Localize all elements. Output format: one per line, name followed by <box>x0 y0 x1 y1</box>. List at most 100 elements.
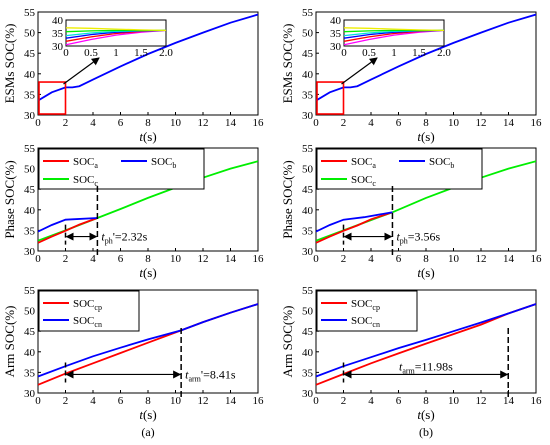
inset-y-tick-label: 40 <box>52 15 64 27</box>
x-tick-label: 0 <box>313 117 319 129</box>
x-tick-label: 6 <box>396 117 402 129</box>
x-tick-label: 14 <box>225 117 237 129</box>
zoom-arrow <box>63 57 100 85</box>
x-tick-label: 8 <box>423 253 429 265</box>
x-tick-label: 4 <box>368 253 374 265</box>
x-tick-label: 10 <box>448 253 460 265</box>
y-tick-label: 40 <box>302 347 314 359</box>
x-tick-label: 8 <box>423 117 429 129</box>
annotation-label: tarm'=8.41s <box>185 367 236 383</box>
y-tick-label: 50 <box>302 306 314 318</box>
caption-a: (a) <box>141 425 154 439</box>
y-tick-label: 55 <box>24 285 36 297</box>
y-tick-label: 45 <box>302 184 314 196</box>
y-tick-label: 55 <box>24 143 36 155</box>
x-tick-label: 8 <box>145 253 151 265</box>
series-line-red <box>38 217 98 244</box>
inset-x-tick-label: 0 <box>63 47 69 59</box>
y-tick-label: 35 <box>302 225 314 237</box>
y-tick-label: 40 <box>302 69 314 81</box>
panel-a-arm-soc: 0 2 4 6 8 10 12 14 16 30 35 40 45 50 55 t(s) Arm SOC(%) S… <box>2 285 264 422</box>
x-tick-label: 16 <box>253 117 265 129</box>
y-axis-label: Arm SOC(%) <box>2 306 17 378</box>
inset-series-yellow <box>343 27 445 32</box>
legend-label: SOCb <box>429 156 454 170</box>
legend-box <box>38 290 140 332</box>
x-tick-label: 2 <box>341 253 347 265</box>
y-tick-label: 40 <box>302 205 314 217</box>
x-tick-label: 16 <box>531 117 543 129</box>
x-tick-label: 16 <box>253 253 265 265</box>
series-line-blue <box>38 217 98 233</box>
y-axis-label: Phase SOC(%) <box>280 160 295 238</box>
x-tick-label: 4 <box>90 253 96 265</box>
inset-x-tick-label: 1.5 <box>134 47 148 59</box>
inset-x-tick-label: 1.5 <box>412 47 426 59</box>
inset-x-tick-label: 0.5 <box>362 47 376 59</box>
y-tick-label: 50 <box>302 28 314 40</box>
y-tick-label: 50 <box>302 164 314 176</box>
y-tick-label: 30 <box>302 246 314 258</box>
x-tick-label: 2 <box>63 117 69 129</box>
y-tick-label: 35 <box>24 367 36 379</box>
y-axis-label: Arm SOC(%) <box>280 306 295 378</box>
legend-label: SOCb <box>151 156 176 170</box>
y-tick-label: 35 <box>24 225 36 237</box>
x-tick-label: 4 <box>90 395 96 407</box>
x-axis-label: t(s) <box>417 265 434 280</box>
series-line-blue <box>38 303 258 378</box>
x-tick-label: 12 <box>198 395 209 407</box>
legend-label: SOCcn <box>351 315 380 329</box>
plot-area <box>316 160 536 244</box>
x-tick-label: 4 <box>368 117 374 129</box>
y-tick-label: 35 <box>302 367 314 379</box>
x-tick-label: 14 <box>225 395 237 407</box>
x-tick-label: 2 <box>63 395 69 407</box>
y-tick-label: 30 <box>24 388 36 400</box>
x-tick-label: 14 <box>503 395 515 407</box>
x-tick-label: 0 <box>35 253 41 265</box>
legend-label: SOCcp <box>351 298 380 312</box>
x-tick-label: 0 <box>35 117 41 129</box>
legend-box <box>316 290 418 332</box>
y-tick-label: 50 <box>24 28 36 40</box>
x-tick-label: 2 <box>341 395 347 407</box>
x-tick-label: 4 <box>368 395 374 407</box>
x-tick-label: 10 <box>170 117 182 129</box>
inset-x-tick-label: 2.0 <box>437 47 451 59</box>
x-tick-label: 10 <box>448 395 460 407</box>
y-tick-label: 45 <box>24 48 36 60</box>
x-tick-label: 6 <box>396 253 402 265</box>
x-tick-label: 12 <box>476 117 487 129</box>
zoom-box <box>38 81 67 115</box>
y-tick-label: 45 <box>302 326 314 338</box>
x-tick-label: 10 <box>170 395 182 407</box>
x-tick-label: 10 <box>170 253 182 265</box>
series-line-blue <box>316 211 393 233</box>
inset-y-tick-label: 30 <box>330 41 342 53</box>
plot-area <box>38 303 258 386</box>
y-tick-label: 40 <box>24 205 36 217</box>
x-tick-label: 2 <box>341 117 347 129</box>
x-tick-label: 12 <box>198 117 209 129</box>
legend-label: SOCcp <box>73 298 102 312</box>
inset-x-tick-label: 2.0 <box>159 47 173 59</box>
y-axis-label: ESMs SOC(%) <box>280 24 295 104</box>
x-tick-label: 16 <box>531 253 543 265</box>
zoom-arrow <box>341 57 378 85</box>
y-tick-label: 55 <box>302 7 314 19</box>
y-tick-label: 30 <box>24 110 36 122</box>
legend-label: SOCc <box>351 174 376 188</box>
x-tick-label: 14 <box>503 117 515 129</box>
y-tick-label: 45 <box>24 326 36 338</box>
x-tick-label: 16 <box>253 395 265 407</box>
inset-y-tick-label: 40 <box>330 15 342 27</box>
x-tick-label: 0 <box>313 253 319 265</box>
caption-b: (b) <box>419 425 433 439</box>
zoom-box <box>316 81 345 115</box>
y-tick-label: 40 <box>24 347 36 359</box>
x-tick-label: 0 <box>313 395 319 407</box>
